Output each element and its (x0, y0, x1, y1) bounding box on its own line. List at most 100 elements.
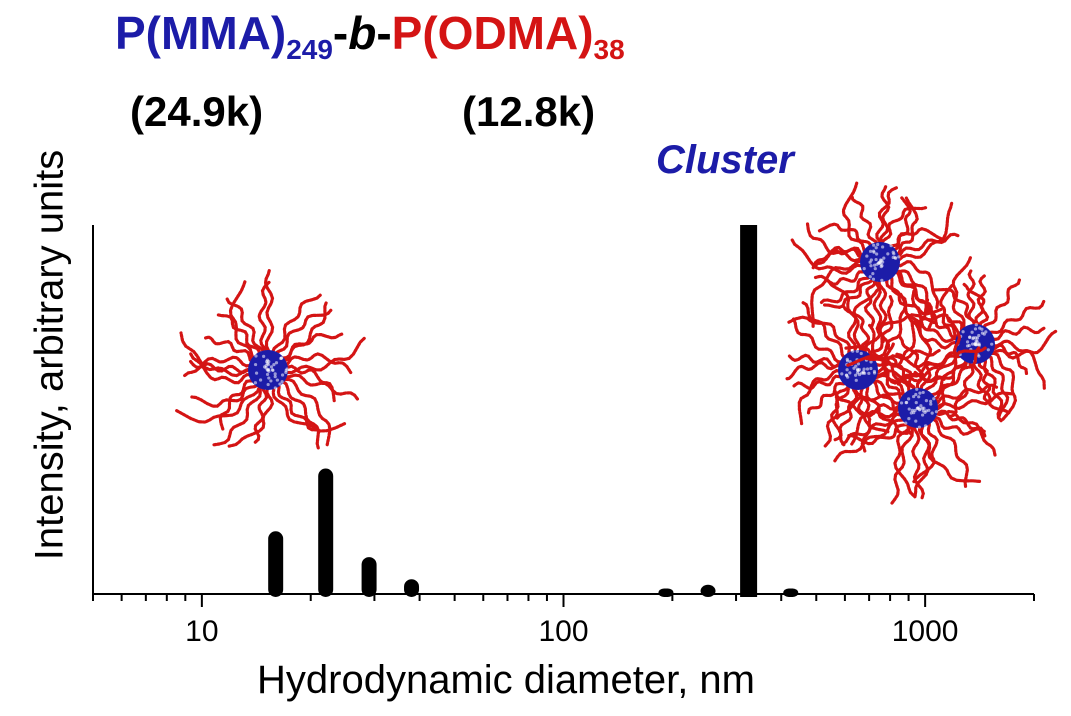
micelle-chain (841, 412, 907, 446)
micelle-core-dot (854, 373, 858, 377)
micelle-core-dot (971, 336, 976, 340)
axes (92, 225, 1035, 607)
micelle-core-dot (856, 369, 860, 373)
micelle-core-dot (973, 342, 977, 347)
micelle-core-dot (920, 406, 924, 410)
micelle-core-dot (921, 390, 925, 395)
micelle-chain (886, 227, 947, 253)
micelle-chain (835, 393, 907, 421)
single-micelle-illustration (173, 267, 366, 450)
bar (658, 588, 674, 597)
x-tick-labels: 10 100 1000 (185, 615, 958, 648)
micelle-chain (786, 315, 854, 359)
micelle-core-dot (869, 258, 873, 262)
micelle-core-dot (920, 413, 925, 417)
micelle-chain (817, 222, 874, 253)
micelle-chain (889, 269, 936, 321)
micelle-chain (225, 297, 266, 359)
micelle-cluster-illustration (784, 181, 1058, 505)
micelle-chain (888, 196, 913, 254)
micelle-core-dot (912, 394, 916, 399)
micelle-core-dot (919, 404, 923, 408)
micelle-chain (977, 355, 992, 405)
micelle-core-dot (930, 411, 934, 415)
micelle-core-dot (873, 267, 877, 271)
micelle-chain (273, 308, 333, 360)
micelle-core-dot (970, 330, 974, 334)
micelle-core-dot (886, 252, 890, 256)
micelle-core-dot (855, 349, 859, 353)
micelle-chain (791, 374, 847, 391)
micelle-core-dot (868, 275, 872, 279)
title-dash2: - (376, 7, 392, 59)
micelle-core-dot (891, 250, 895, 254)
micelle-core-dot (273, 386, 277, 390)
micelle-chain (879, 184, 891, 250)
x-tick-label: 10 (185, 615, 218, 648)
micelle-core-dot (267, 376, 271, 380)
micelle-core-dot (865, 254, 869, 258)
micelle-core-dot (860, 371, 864, 375)
micelle-core-dot (284, 370, 288, 374)
micelle-core-dot (859, 351, 863, 356)
title-block1-dp: 249 (286, 34, 333, 65)
micelle-chain (810, 258, 868, 328)
micelle-core-dot (899, 401, 904, 405)
micelle-chain (863, 273, 877, 328)
title-dash1: - (332, 7, 349, 59)
micelle-core-dot (977, 343, 982, 347)
micelle-core-dot (254, 371, 259, 375)
micelle-core-dot (872, 243, 876, 247)
micelle-chain (891, 232, 961, 260)
micelle-core-dot (917, 395, 921, 399)
bar (361, 557, 377, 597)
micelle-core-dot (881, 245, 885, 249)
micelle-core-dot (924, 399, 929, 403)
micelle-chain (893, 418, 917, 499)
micelle-core-dot (875, 252, 879, 256)
micelle-chain (787, 353, 847, 369)
micelle-chain (277, 300, 328, 364)
micelle-core-dot (271, 368, 275, 372)
title-block2-dp: 38 (593, 34, 625, 65)
micelle-chain (847, 417, 911, 446)
micelle-chain (218, 376, 259, 431)
micelle-core-dot (253, 381, 258, 385)
micelle-chain (850, 194, 880, 251)
micelle-chain (797, 368, 846, 426)
micelle-chain (823, 272, 875, 309)
micelle-core-dot (851, 349, 855, 353)
micelle-core-dot (280, 373, 285, 377)
micelle-chain (215, 313, 262, 360)
micelle-chain (203, 335, 259, 364)
micelle-core-dot (273, 375, 277, 379)
micelle-core-dot (280, 380, 284, 384)
micelle-chain (813, 247, 869, 268)
micelle-chain (823, 380, 853, 449)
micelle-core-dot (874, 246, 878, 250)
micelle-core-dot (984, 330, 988, 334)
micelle-core-dot (977, 333, 981, 338)
micelle-chain (929, 383, 999, 407)
micelle-chain (253, 382, 269, 444)
micelle-core-dot (914, 392, 918, 397)
micelle-chain (228, 279, 260, 363)
micelle-core-dot (990, 342, 994, 346)
micelle-chain (911, 420, 925, 500)
micelle-chain (278, 375, 332, 447)
micelle-chain (190, 378, 261, 408)
x-tick-label: 100 (538, 615, 588, 648)
micelle-core-dot (871, 272, 875, 276)
micelle-core-dot (975, 336, 980, 340)
micelle-core-dot (872, 369, 877, 374)
micelle-core-dot (965, 344, 970, 348)
micelle-core-dot (253, 362, 258, 367)
micelle-chain (892, 200, 954, 263)
micelle-core-dot (921, 409, 925, 413)
micelle-core-dot (869, 264, 873, 268)
micelle-chain (791, 317, 848, 365)
micelle-chain (987, 339, 1046, 390)
micelle-chain (257, 280, 271, 358)
micelle-core-dot (272, 363, 276, 367)
